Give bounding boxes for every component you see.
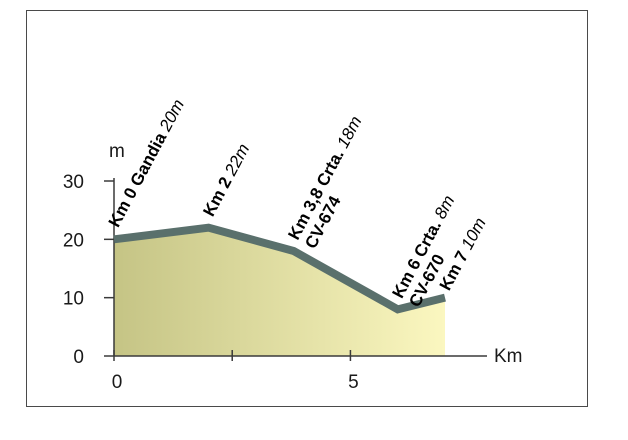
y-tick-label: 20 — [63, 230, 84, 251]
point-altitude: 22m — [219, 141, 254, 183]
point-label-km: Km 2 22m — [199, 141, 253, 220]
elevation-profile-line — [113, 223, 446, 314]
chart-frame: 0 10 20 30 0 5 Km m Km 0 Gandia 20m Km 2 22m Km 3… — [26, 10, 588, 407]
point-altitude: 10m — [455, 215, 490, 257]
y-tick-label: 0 — [73, 347, 84, 368]
y-tick-label: 30 — [63, 172, 84, 193]
point-label-group: Km 2 22m — [199, 141, 253, 220]
point-altitude: 18m — [331, 113, 366, 155]
point-label-km: Km 0 Gandia 20m — [105, 96, 188, 230]
point-altitude: 20m — [154, 96, 189, 138]
x-tick-label: 0 — [112, 372, 123, 393]
y-axis-title: m — [109, 141, 125, 162]
x-tick-label: 5 — [348, 372, 359, 393]
point-label-group: Km 0 Gandia 20m — [105, 96, 188, 230]
y-tick-label: 10 — [63, 289, 84, 310]
point-place: Gandia — [124, 129, 170, 193]
x-axis-title: Km — [494, 346, 523, 367]
elevation-area — [114, 227, 445, 356]
